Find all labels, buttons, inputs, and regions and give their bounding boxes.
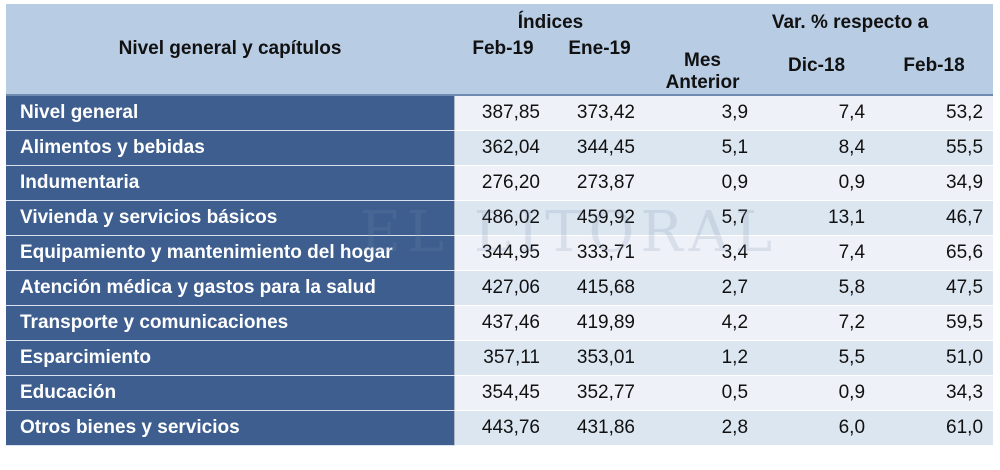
cell-feb19: 443,76 bbox=[453, 410, 552, 446]
row-label: Vivienda y servicios básicos bbox=[6, 200, 454, 236]
header-mes-line1: Mes bbox=[684, 50, 721, 71]
table-row: Indumentaria 276,20 273,87 0,9 0,9 34,9 bbox=[6, 165, 994, 201]
header-mes-line2: Anterior bbox=[665, 72, 740, 93]
table-row: Otros bienes y servicios 443,76 431,86 2… bbox=[6, 410, 994, 446]
cell-ene19: 344,45 bbox=[552, 130, 648, 166]
cell-feb19: 486,02 bbox=[453, 200, 552, 236]
cell-ene19: 419,89 bbox=[552, 305, 648, 341]
cell-dic18: 0,9 bbox=[758, 165, 876, 201]
cpi-table: Nivel general y capítulos Índices Var. %… bbox=[6, 4, 994, 446]
cell-ene19: 415,68 bbox=[552, 270, 648, 306]
cell-feb18: 59,5 bbox=[875, 305, 994, 341]
cell-feb19: 344,95 bbox=[453, 235, 552, 271]
table-row: Alimentos y bebidas 362,04 344,45 5,1 8,… bbox=[6, 130, 994, 166]
cell-mes-anterior: 5,7 bbox=[647, 200, 759, 236]
cell-dic18: 13,1 bbox=[758, 200, 876, 236]
table-row: Transporte y comunicaciones 437,46 419,8… bbox=[6, 305, 994, 341]
table-row: Atención médica y gastos para la salud 4… bbox=[6, 270, 994, 306]
cell-feb19: 387,85 bbox=[453, 95, 552, 131]
cell-dic18: 7,2 bbox=[758, 305, 876, 341]
cell-mes-anterior: 3,4 bbox=[647, 235, 759, 271]
cell-dic18: 8,4 bbox=[758, 130, 876, 166]
header-mes-anterior: Mes Anterior bbox=[647, 36, 759, 96]
cell-ene19: 273,87 bbox=[552, 165, 648, 201]
header-indices: Índices bbox=[454, 4, 648, 36]
cell-feb19: 362,04 bbox=[453, 130, 552, 166]
cell-feb18: 65,6 bbox=[875, 235, 994, 271]
cell-ene19: 459,92 bbox=[552, 200, 648, 236]
table-row: Equipamiento y mantenimiento del hogar 3… bbox=[6, 235, 994, 271]
table-row: Esparcimiento 357,11 353,01 1,2 5,5 51,0 bbox=[6, 340, 994, 376]
cell-mes-anterior: 2,8 bbox=[647, 410, 759, 446]
table-header: Nivel general y capítulos Índices Var. %… bbox=[6, 4, 994, 96]
header-ene19: Ene-19 bbox=[552, 36, 648, 96]
row-label: Nivel general bbox=[6, 95, 454, 131]
cell-mes-anterior: 2,7 bbox=[647, 270, 759, 306]
cell-feb18: 34,9 bbox=[875, 165, 994, 201]
header-dic18: Dic-18 bbox=[758, 36, 876, 96]
cell-feb18: 55,5 bbox=[875, 130, 994, 166]
row-label: Indumentaria bbox=[6, 165, 454, 201]
row-label: Alimentos y bebidas bbox=[6, 130, 454, 166]
table-body: Nivel general 387,85 373,42 3,9 7,4 53,2… bbox=[6, 95, 994, 446]
cell-dic18: 7,4 bbox=[758, 235, 876, 271]
cell-mes-anterior: 0,9 bbox=[647, 165, 759, 201]
cell-mes-anterior: 5,1 bbox=[647, 130, 759, 166]
cell-feb18: 46,7 bbox=[875, 200, 994, 236]
cell-feb19: 437,46 bbox=[453, 305, 552, 341]
cell-feb19: 276,20 bbox=[453, 165, 552, 201]
cell-ene19: 373,42 bbox=[552, 95, 648, 131]
cell-feb19: 357,11 bbox=[453, 340, 552, 376]
table-row: Nivel general 387,85 373,42 3,9 7,4 53,2 bbox=[6, 95, 994, 131]
cell-dic18: 6,0 bbox=[758, 410, 876, 446]
cell-feb18: 61,0 bbox=[875, 410, 994, 446]
header-title: Nivel general y capítulos bbox=[6, 4, 454, 96]
row-label: Educación bbox=[6, 375, 454, 411]
cell-dic18: 7,4 bbox=[758, 95, 876, 131]
row-label: Transporte y comunicaciones bbox=[6, 305, 454, 341]
cell-mes-anterior: 4,2 bbox=[647, 305, 759, 341]
cell-mes-anterior: 1,2 bbox=[647, 340, 759, 376]
cell-feb18: 51,0 bbox=[875, 340, 994, 376]
cell-feb18: 34,3 bbox=[875, 375, 994, 411]
header-variation: Var. % respecto a bbox=[647, 4, 994, 36]
table-row: Vivienda y servicios básicos 486,02 459,… bbox=[6, 200, 994, 236]
cell-dic18: 5,8 bbox=[758, 270, 876, 306]
cell-mes-anterior: 0,5 bbox=[647, 375, 759, 411]
row-label: Equipamiento y mantenimiento del hogar bbox=[6, 235, 454, 271]
header-feb18: Feb-18 bbox=[875, 36, 994, 96]
cell-ene19: 431,86 bbox=[552, 410, 648, 446]
header-feb19: Feb-19 bbox=[454, 36, 552, 96]
cell-feb19: 427,06 bbox=[453, 270, 552, 306]
row-label: Esparcimiento bbox=[6, 340, 454, 376]
cell-ene19: 353,01 bbox=[552, 340, 648, 376]
row-label: Otros bienes y servicios bbox=[6, 410, 454, 446]
cell-dic18: 0,9 bbox=[758, 375, 876, 411]
row-label: Atención médica y gastos para la salud bbox=[6, 270, 454, 306]
cell-feb18: 47,5 bbox=[875, 270, 994, 306]
cell-ene19: 333,71 bbox=[552, 235, 648, 271]
cpi-table-container: Nivel general y capítulos Índices Var. %… bbox=[6, 4, 994, 465]
cell-dic18: 5,5 bbox=[758, 340, 876, 376]
table-row: Educación 354,45 352,77 0,5 0,9 34,3 bbox=[6, 375, 994, 411]
cell-feb19: 354,45 bbox=[453, 375, 552, 411]
cell-feb18: 53,2 bbox=[875, 95, 994, 131]
cell-mes-anterior: 3,9 bbox=[647, 95, 759, 131]
cell-ene19: 352,77 bbox=[552, 375, 648, 411]
